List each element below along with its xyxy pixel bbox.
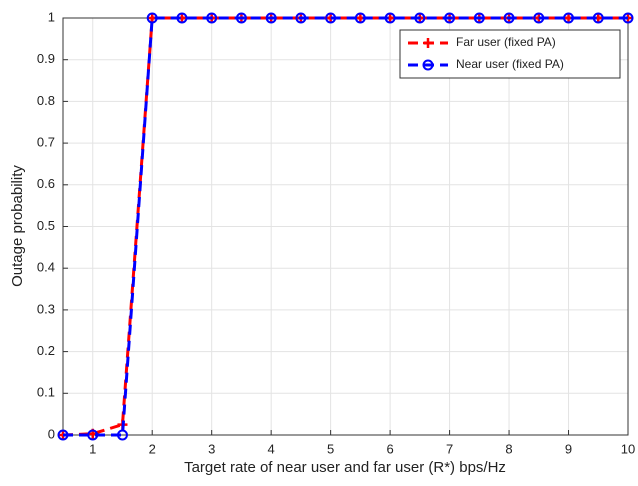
marker: [444, 12, 456, 24]
marker: [563, 12, 575, 24]
marker: [265, 12, 277, 24]
x-tick-label: 10: [621, 441, 635, 456]
marker: [384, 12, 396, 24]
x-tick-label: 7: [446, 441, 453, 456]
marker: [295, 12, 307, 24]
x-axis-label: Target rate of near user and far user (R…: [184, 459, 506, 476]
marker: [57, 429, 69, 441]
marker: [473, 12, 485, 24]
legend-marker: [423, 38, 433, 48]
y-axis-label: Outage probability: [9, 165, 26, 287]
marker: [235, 12, 247, 24]
y-tick-label: 0.3: [37, 301, 55, 316]
marker: [622, 12, 634, 24]
legend-box: [399, 29, 621, 79]
marker: [592, 12, 604, 24]
x-tick-label: 4: [268, 441, 275, 456]
y-tick-label: 0.4: [37, 260, 55, 275]
marker: [116, 429, 128, 441]
x-tick-label: 6: [386, 441, 393, 456]
marker: [206, 12, 218, 24]
y-tick-label: 0.2: [37, 343, 55, 358]
x-tick-label: 9: [565, 441, 572, 456]
marker: [503, 12, 515, 24]
y-tick-label: 0.5: [37, 218, 55, 233]
y-tick-label: 1: [48, 9, 55, 24]
marker: [87, 429, 99, 441]
marker: [533, 12, 545, 24]
legend-label: Far user (fixed PA): [456, 35, 556, 49]
x-tick-label: 8: [505, 441, 512, 456]
marker: [354, 12, 366, 24]
marker: [176, 12, 188, 24]
marker: [146, 12, 158, 24]
x-tick-label: 2: [149, 441, 156, 456]
marker: [414, 12, 426, 24]
y-tick-label: 0.8: [37, 93, 55, 108]
x-tick-label: 3: [208, 441, 215, 456]
y-tick-label: 0.7: [37, 135, 55, 150]
y-tick-label: 0.1: [37, 385, 55, 400]
x-tick-label: 5: [327, 441, 334, 456]
legend-label: Near user (fixed PA): [456, 57, 564, 71]
y-tick-label: 0.6: [37, 176, 55, 191]
y-tick-label: 0: [48, 426, 55, 441]
marker: [325, 12, 337, 24]
legend-marker: [422, 59, 434, 71]
y-tick-label: 0.9: [37, 51, 55, 66]
x-tick-label: 1: [89, 441, 96, 456]
